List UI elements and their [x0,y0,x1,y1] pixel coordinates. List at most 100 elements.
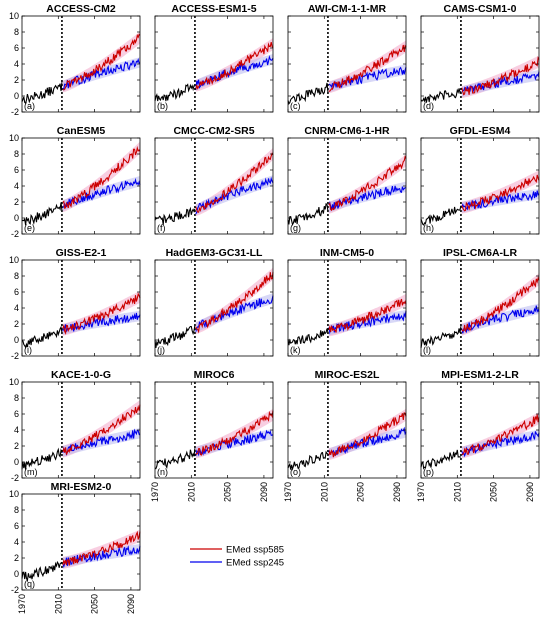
historical-line [21,447,63,470]
ssp245-line [461,190,540,211]
y-tick-label: 4 [14,181,19,191]
historical-line [287,450,329,471]
y-tick-label: 8 [14,149,19,159]
historical-line [21,202,63,226]
panel-access-esm1-5: ACCESS-ESM1-5 (b) [154,3,274,113]
panel-title: MIROC6 [194,369,235,381]
ssp585-line [195,410,274,456]
legend-label: EMed ssp585 [226,545,284,556]
panel-title: MRI-ESM2-0 [51,481,112,493]
panel-cmcc-cm2-sr5: CMCC-CM2-SR5 (f) [154,125,274,235]
historical-line [154,325,196,348]
x-tick-label: 1970 [17,594,27,614]
x-tick-label: 2010 [53,594,63,614]
panel-title: HadGEM3-GC31-LL [166,247,263,259]
historical-line [420,88,462,103]
panel-kace-1-0-g: KACE-1-0-G 10 8 6 4 2 0 -2 (m) [9,369,141,483]
panel-miroc-es2l: MIROC-ES2L 1970 2010 2050 2090 (o) [283,369,407,502]
y-tick-label: 4 [14,59,19,69]
panel-label: (c) [290,101,301,111]
historical-line [287,328,329,346]
legend-box [186,540,304,572]
panel-title: GFDL-ESM4 [450,125,511,137]
ssp585-line [328,155,407,212]
y-tick-label: 10 [9,255,19,265]
panel-label: (g) [290,223,301,233]
x-tick-label: 2090 [259,482,269,502]
y-tick-label: 10 [9,377,19,387]
ssp585-line [328,298,407,333]
panel-label: (f) [157,223,166,233]
x-tick-label: 1970 [416,482,426,502]
ssp585-line [328,44,407,92]
x-tick-label: 1970 [283,482,293,502]
panel-awi-cm-1-1-mr: AWI-CM-1-1-MR (c) [287,3,407,113]
y-tick-label: 4 [14,425,19,435]
historical-line [154,83,195,102]
x-tick-label: 2010 [186,482,196,502]
ssp585-line [195,152,274,213]
y-tick-label: 6 [14,287,19,297]
ssp585-line [62,404,141,455]
panel-title: ACCESS-CM2 [46,3,116,15]
historical-line [21,82,63,105]
panel-label: (h) [423,223,434,233]
ssp585-line [195,41,274,90]
panel-frame [21,381,141,479]
y-tick-label: 8 [14,27,19,37]
historical-line [21,325,63,349]
y-tick-label: 0 [14,569,19,579]
historical-line [21,560,63,583]
panel-label: (a) [24,101,35,111]
y-tick-label: 6 [14,409,19,419]
historical-line [154,448,196,470]
panel-label: (o) [290,467,301,477]
ssp245-line [62,428,141,456]
ssp585-line [328,412,407,458]
ssp245-spread-band [461,303,539,335]
ssp245-line [62,177,141,209]
panel-label: (b) [157,101,168,111]
y-tick-label: 8 [14,505,19,515]
y-tick-label: 0 [14,91,19,101]
panel-label: (j) [157,345,165,355]
ssp245-spread-band [195,54,273,91]
panel-title: AWI-CM-1-1-MR [308,3,387,15]
panel-label: (m) [24,467,38,477]
y-tick-label: 8 [14,271,19,281]
ssp245-line [328,426,407,456]
historical-line [287,202,329,227]
panel-label: (e) [24,223,35,233]
legend-label: EMed ssp245 [226,558,284,569]
y-tick-label: 10 [9,11,19,21]
historical-line [420,205,462,226]
panel-hadgem3-gc31-ll: HadGEM3-GC31-LL (j) [154,247,274,357]
panel-title: IPSL-CM6A-LR [443,247,517,259]
panel-label: (k) [290,345,301,355]
panel-title: KACE-1-0-G [51,369,111,381]
panel-mpi-esm1-2-lr: MPI-ESM1-2-LR 1970 2010 2050 2090 (p) [416,369,540,502]
panel-title: MPI-ESM1-2-LR [441,369,519,381]
panel-label: (q) [24,579,35,589]
x-tick-label: 2050 [90,594,100,614]
y-tick-label: 10 [9,133,19,143]
panel-label: (d) [423,101,434,111]
x-tick-label: 1970 [150,482,160,502]
panel-cams-csm1-0: CAMS-CSM1-0 (d) [420,3,540,113]
panel-label: (p) [423,467,434,477]
y-tick-label: 0 [14,335,19,345]
historical-line [154,206,196,225]
panel-label: (l) [423,345,431,355]
legend: EMed ssp585 EMed ssp245 [186,540,304,572]
panel-cnrm-cm6-1-hr: CNRM-CM6-1-HR (g) [287,125,407,235]
y-tick-label: 0 [14,457,19,467]
panel-title: CAMS-CSM1-0 [444,3,517,15]
y-tick-label: 2 [14,75,19,85]
ssp245-spread-band [62,544,140,568]
x-tick-label: 2010 [319,482,329,502]
ssp585-line [461,174,540,212]
ssp585-line [62,292,141,335]
panel-title: CanESM5 [57,125,106,137]
